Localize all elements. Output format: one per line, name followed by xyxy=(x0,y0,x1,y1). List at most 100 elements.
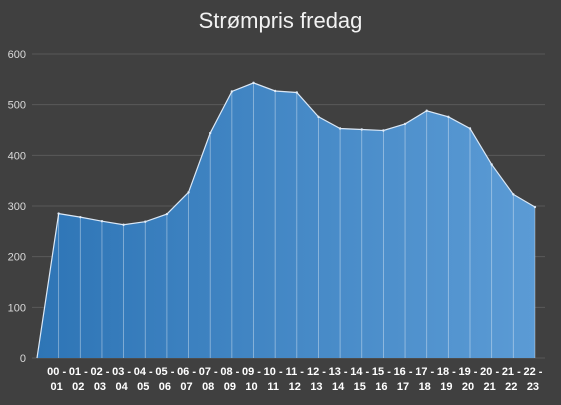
y-axis: 0 100 200 300 400 500 600 xyxy=(8,49,26,365)
data-point xyxy=(144,220,147,223)
series-line xyxy=(36,82,536,359)
x-tick-label: 14 - 15 xyxy=(350,366,369,393)
x-tick-label: 16 - 17 xyxy=(394,366,413,393)
chart-title: Strømpris fredag xyxy=(198,8,363,33)
x-tick-label: 01 - 02 xyxy=(69,366,88,393)
data-point xyxy=(425,109,428,112)
series-area xyxy=(36,81,537,359)
x-tick-label-top: 12 - xyxy=(307,366,326,378)
x-tick-label-top: 06 - xyxy=(177,366,196,378)
x-tick-label-bottom: 07 xyxy=(180,381,192,393)
data-point xyxy=(57,212,60,215)
x-tick-label-bottom: 14 xyxy=(332,381,345,393)
x-tick-label-bottom: 23 xyxy=(527,381,539,393)
x-tick-label: 12 - 13 xyxy=(307,366,326,393)
data-point xyxy=(490,163,493,166)
x-tick-label-top: 17 - xyxy=(415,366,434,378)
y-tick-label: 100 xyxy=(8,302,26,314)
x-tick-label-top: 11 - xyxy=(286,366,305,378)
x-tick-label-top: 15 - xyxy=(372,366,391,378)
x-tick-label: 15 - 16 xyxy=(372,366,391,393)
x-tick-label-top: 14 - xyxy=(350,366,369,378)
x-tick-label-top: 03 - xyxy=(112,366,131,378)
x-tick-label: 08 - 09 xyxy=(220,366,239,393)
y-tick-label: 300 xyxy=(8,201,26,213)
x-tick-label-top: 16 - xyxy=(394,366,413,378)
data-point xyxy=(360,128,363,131)
data-point xyxy=(165,212,169,216)
data-point xyxy=(273,89,277,93)
x-tick-label-bottom: 01 xyxy=(51,381,63,393)
x-tick-label-top: 20 - xyxy=(480,366,499,378)
x-tick-label-bottom: 04 xyxy=(115,381,128,393)
x-tick-label-bottom: 19 xyxy=(440,381,452,393)
x-axis: 00 - 01 01 - 02 02 - 03 03 - 04 04 - 05 05 - 06 06 -… xyxy=(47,366,543,393)
x-tick-label-bottom: 15 xyxy=(354,381,366,393)
x-tick-label-top: 01 - xyxy=(69,366,88,378)
data-point xyxy=(468,127,472,130)
x-tick-label-bottom: 16 xyxy=(375,381,387,393)
data-point xyxy=(79,215,82,219)
x-tick-label-bottom: 08 xyxy=(202,381,214,393)
area-dividers xyxy=(58,82,536,358)
data-point xyxy=(100,220,104,223)
y-tick-label: 200 xyxy=(8,252,26,264)
y-tick-label: 0 xyxy=(20,353,26,365)
data-point xyxy=(382,129,385,132)
x-tick-label-bottom: 13 xyxy=(310,381,322,393)
x-tick-label-top: 05 - xyxy=(155,366,174,378)
x-tick-label: 21 - 22 xyxy=(502,366,521,393)
data-point xyxy=(209,131,212,135)
area-fill xyxy=(37,82,535,358)
x-tick-label-bottom: 12 xyxy=(289,381,301,393)
x-tick-label: 22 - 23 xyxy=(523,366,542,393)
x-tick-label: 13 - 14 xyxy=(329,366,348,393)
x-tick-label-top: 19 - xyxy=(459,366,478,378)
x-tick-label: 10 - 11 xyxy=(264,366,283,393)
y-tick-label: 600 xyxy=(8,49,26,61)
x-tick-label: 20 - 21 xyxy=(480,366,499,393)
data-point xyxy=(295,91,298,94)
x-tick-label-top: 04 - xyxy=(134,366,153,378)
x-tick-label: 11 - 12 xyxy=(286,366,305,393)
x-tick-label-bottom: 20 xyxy=(462,381,474,393)
x-tick-label-bottom: 17 xyxy=(397,381,409,393)
x-tick-label-top: 07 - xyxy=(199,366,218,378)
x-tick-label: 03 - 04 xyxy=(112,366,131,393)
data-point xyxy=(403,122,407,126)
x-tick-label: 18 - 19 xyxy=(437,366,456,393)
x-tick-label-bottom: 02 xyxy=(72,381,84,393)
data-point xyxy=(230,90,234,93)
data-point xyxy=(122,223,125,226)
y-tick-label: 500 xyxy=(8,100,26,112)
x-tick-label: 19 - 20 xyxy=(459,366,478,393)
x-tick-label: 02 - 03 xyxy=(90,366,109,393)
x-tick-label: 00 - 01 xyxy=(47,366,66,393)
x-tick-label-top: 02 - xyxy=(90,366,109,378)
data-point xyxy=(447,115,450,119)
x-tick-label-top: 09 - xyxy=(242,366,261,378)
x-tick-label-top: 18 - xyxy=(437,366,456,378)
x-tick-label-top: 21 - xyxy=(502,366,521,378)
data-point xyxy=(317,115,320,119)
x-tick-label-top: 22 - xyxy=(523,366,542,378)
x-tick-label-bottom: 05 xyxy=(137,381,149,393)
x-tick-label-bottom: 10 xyxy=(245,381,257,393)
x-tick-label-bottom: 22 xyxy=(505,381,517,393)
x-tick-label-top: 10 - xyxy=(264,366,283,378)
x-tick-label: 05 - 06 xyxy=(155,366,174,393)
x-tick-label: 17 - 18 xyxy=(415,366,434,393)
x-tick-label-top: 13 - xyxy=(329,366,348,378)
x-tick-label-bottom: 18 xyxy=(419,381,431,393)
data-point xyxy=(533,205,537,209)
x-tick-label: 04 - 05 xyxy=(134,366,153,393)
x-tick-label-bottom: 11 xyxy=(267,381,279,393)
x-tick-label: 09 - 10 xyxy=(242,366,261,393)
x-tick-label-top: 00 - xyxy=(47,366,66,378)
x-tick-label-bottom: 03 xyxy=(94,381,106,393)
x-tick-label-bottom: 21 xyxy=(484,381,496,393)
data-point xyxy=(187,191,190,194)
y-tick-label: 400 xyxy=(8,150,26,162)
